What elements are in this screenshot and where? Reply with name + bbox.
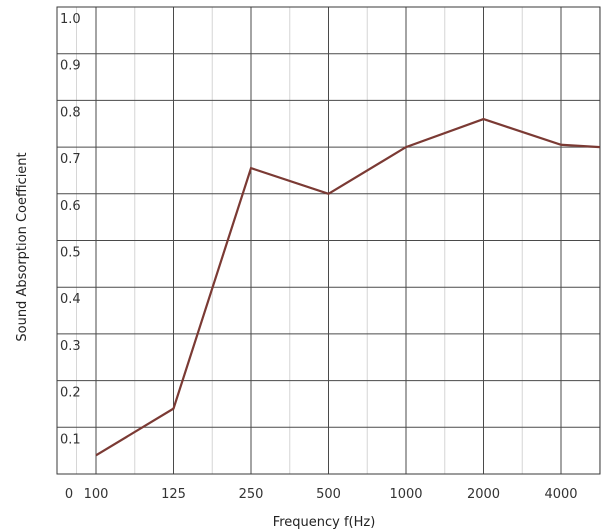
y-tick-label: 0.7 bbox=[60, 152, 81, 167]
x-tick-label: 1000 bbox=[389, 487, 422, 502]
y-tick-label: 0.2 bbox=[60, 386, 81, 401]
y-axis-title: Sound Absorption Coefficient bbox=[15, 152, 30, 341]
x-tick-label: 2000 bbox=[467, 487, 500, 502]
y-tick-label: 0.4 bbox=[60, 292, 81, 307]
x-tick-label: 250 bbox=[239, 487, 264, 502]
y-tick-label: 0.5 bbox=[60, 246, 81, 261]
x-axis-title: Frequency f(Hz) bbox=[273, 515, 376, 530]
origin-tick-label: 0 bbox=[65, 487, 73, 502]
series-layer bbox=[95, 117, 601, 457]
major-gridlines bbox=[57, 6, 600, 474]
y-tick-labels: 0.1 0.2 0.3 0.4 0.5 0.6 0.7 0.8 0.9 1.0 bbox=[60, 12, 81, 447]
y-tick-label: 0.1 bbox=[60, 432, 81, 447]
x-tick-labels: 100 125 250 500 1000 2000 4000 bbox=[84, 487, 578, 502]
y-tick-label: 1.0 bbox=[60, 12, 81, 27]
x-tick-label: 100 bbox=[84, 487, 109, 502]
series-line bbox=[95, 117, 601, 457]
x-tick-label: 125 bbox=[161, 487, 186, 502]
x-tick-label: 500 bbox=[316, 487, 341, 502]
plot-border bbox=[56, 6, 601, 475]
y-tick-label: 0.8 bbox=[60, 105, 81, 120]
y-tick-label: 0.6 bbox=[60, 199, 81, 214]
plot-frame bbox=[56, 6, 601, 475]
y-tick-label: 0.9 bbox=[60, 59, 81, 74]
y-tick-label: 0.3 bbox=[60, 339, 81, 354]
x-tick-label: 4000 bbox=[544, 487, 577, 502]
